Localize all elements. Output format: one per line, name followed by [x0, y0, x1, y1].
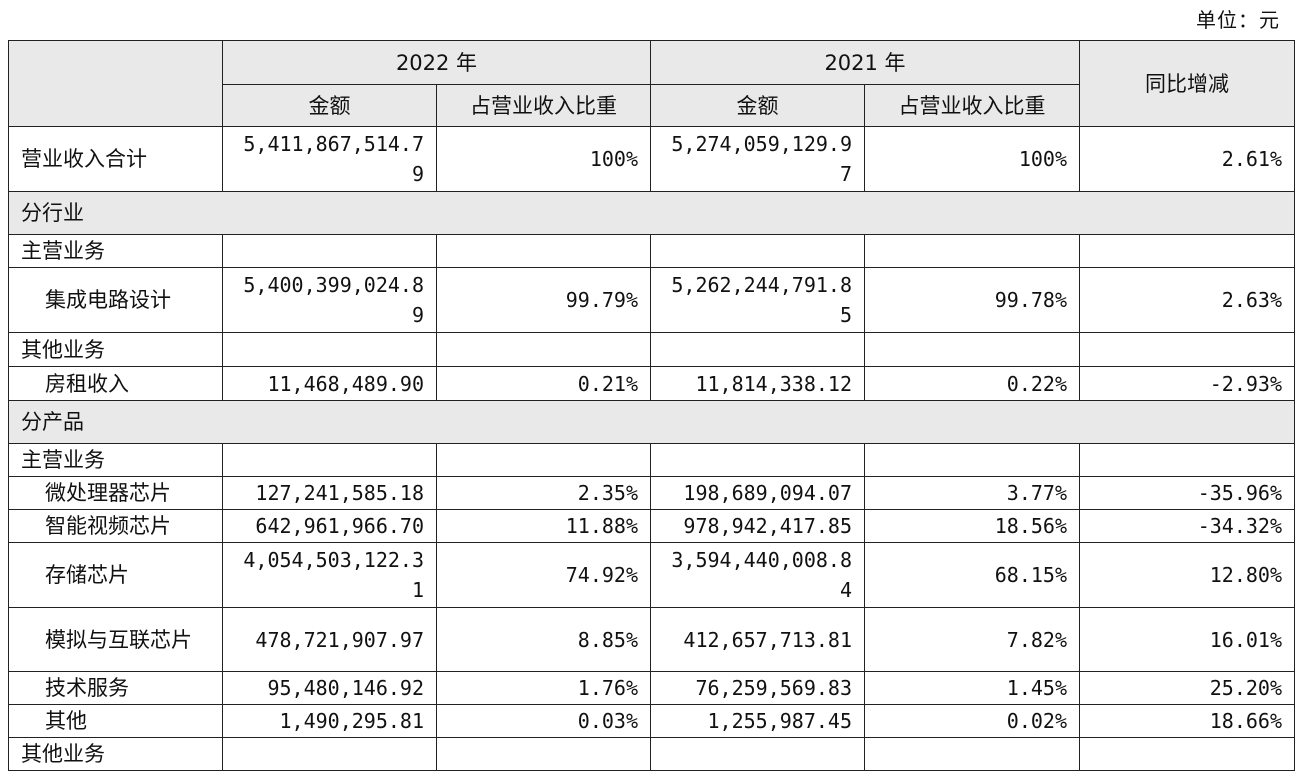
- row-label: 主营业务: [8, 443, 223, 477]
- amount-2021: 11,814,338.12: [650, 366, 865, 401]
- ratio-2022: 100%: [436, 126, 651, 192]
- table-row: 集成电路设计 5,400,399,024.89 99.79% 5,262,244…: [8, 267, 1295, 333]
- yoy-change: 18.66%: [1079, 704, 1295, 738]
- ratio-2022: 0.03%: [436, 704, 651, 738]
- table-row: 其他业务: [8, 332, 1295, 367]
- ratio-2021: 100%: [864, 126, 1080, 192]
- ratio-2021: 0.22%: [864, 366, 1080, 401]
- header-amount-2021: 金额: [650, 84, 865, 127]
- section-row: 分产品: [8, 400, 1295, 444]
- unit-label: 单位：元: [1196, 8, 1280, 32]
- header-year-2021: 2021 年: [650, 40, 1080, 85]
- table-row: 微处理器芯片 127,241,585.18 2.35% 198,689,094.…: [8, 476, 1295, 510]
- yoy-change: -34.32%: [1079, 509, 1295, 543]
- amount-2021: 3,594,440,008.84: [650, 542, 865, 608]
- revenue-table: 2022 年 2021 年 同比增减 金额 占营业收入比重 金额 占营业收入比重…: [8, 40, 1295, 771]
- ratio-2022: 99.79%: [436, 267, 651, 333]
- amount-2022: 5,411,867,514.79: [222, 126, 437, 192]
- yoy-change: 12.80%: [1079, 542, 1295, 608]
- amount-2022: 642,961,966.70: [222, 509, 437, 543]
- yoy-change: -2.93%: [1079, 366, 1295, 401]
- row-label: 房租收入: [8, 366, 223, 401]
- table-row: 营业收入合计 5,411,867,514.79 100% 5,274,059,1…: [8, 126, 1295, 192]
- row-label: 营业收入合计: [8, 126, 223, 192]
- yoy-change: -35.96%: [1079, 476, 1295, 510]
- table-row: 模拟与互联芯片 478,721,907.97 8.85% 412,657,713…: [8, 607, 1295, 672]
- section-product: 分产品: [8, 400, 1295, 444]
- ratio-2022: 0.21%: [436, 366, 651, 401]
- table-row: 技术服务 95,480,146.92 1.76% 76,259,569.83 1…: [8, 671, 1295, 705]
- row-label: 智能视频芯片: [8, 509, 223, 543]
- row-label: 集成电路设计: [8, 267, 223, 333]
- table-row: 主营业务: [8, 234, 1295, 268]
- table-row: 主营业务: [8, 443, 1295, 477]
- amount-2022: 5,400,399,024.89: [222, 267, 437, 333]
- ratio-2022: 74.92%: [436, 542, 651, 608]
- header-blank: [8, 40, 223, 127]
- ratio-2022: 1.76%: [436, 671, 651, 705]
- amount-2021: 412,657,713.81: [650, 607, 865, 672]
- amount-2022: 4,054,503,122.31: [222, 542, 437, 608]
- yoy-change: 2.61%: [1079, 126, 1295, 192]
- row-label: 技术服务: [8, 671, 223, 705]
- header-ratio-2022: 占营业收入比重: [436, 84, 651, 127]
- row-label: 主营业务: [8, 234, 223, 268]
- ratio-2022: 11.88%: [436, 509, 651, 543]
- amount-2022: 95,480,146.92: [222, 671, 437, 705]
- row-label: 其他业务: [8, 737, 223, 771]
- header-yoy: 同比增减: [1079, 40, 1295, 127]
- header-ratio-2021: 占营业收入比重: [864, 84, 1080, 127]
- ratio-2021: 0.02%: [864, 704, 1080, 738]
- ratio-2021: 7.82%: [864, 607, 1080, 672]
- yoy-change: 25.20%: [1079, 671, 1295, 705]
- amount-2022: 1,490,295.81: [222, 704, 437, 738]
- amount-2021: 978,942,417.85: [650, 509, 865, 543]
- amount-2021: 198,689,094.07: [650, 476, 865, 510]
- amount-2021: 76,259,569.83: [650, 671, 865, 705]
- row-label: 其他业务: [8, 332, 223, 367]
- row-label: 模拟与互联芯片: [8, 607, 223, 672]
- amount-2021: 5,274,059,129.97: [650, 126, 865, 192]
- section-industry: 分行业: [8, 191, 1295, 235]
- row-label: 微处理器芯片: [8, 476, 223, 510]
- ratio-2021: 1.45%: [864, 671, 1080, 705]
- table-row: 存储芯片 4,054,503,122.31 74.92% 3,594,440,0…: [8, 542, 1295, 608]
- amount-2022: 11,468,489.90: [222, 366, 437, 401]
- row-label: 其他: [8, 704, 223, 738]
- ratio-2021: 99.78%: [864, 267, 1080, 333]
- ratio-2021: 18.56%: [864, 509, 1080, 543]
- ratio-2021: 3.77%: [864, 476, 1080, 510]
- header-year-2022: 2022 年: [222, 40, 651, 85]
- amount-2022: 127,241,585.18: [222, 476, 437, 510]
- header-amount-2022: 金额: [222, 84, 437, 127]
- section-row: 分行业: [8, 191, 1295, 235]
- amount-2021: 1,255,987.45: [650, 704, 865, 738]
- yoy-change: 16.01%: [1079, 607, 1295, 672]
- table-row: 房租收入 11,468,489.90 0.21% 11,814,338.12 0…: [8, 366, 1295, 401]
- row-label: 存储芯片: [8, 542, 223, 608]
- amount-2022: 478,721,907.97: [222, 607, 437, 672]
- table-row: 智能视频芯片 642,961,966.70 11.88% 978,942,417…: [8, 509, 1295, 543]
- yoy-change: 2.63%: [1079, 267, 1295, 333]
- ratio-2021: 68.15%: [864, 542, 1080, 608]
- amount-2021: 5,262,244,791.85: [650, 267, 865, 333]
- ratio-2022: 8.85%: [436, 607, 651, 672]
- ratio-2022: 2.35%: [436, 476, 651, 510]
- table-row: 其他 1,490,295.81 0.03% 1,255,987.45 0.02%…: [8, 704, 1295, 738]
- table-row: 其他业务: [8, 737, 1295, 771]
